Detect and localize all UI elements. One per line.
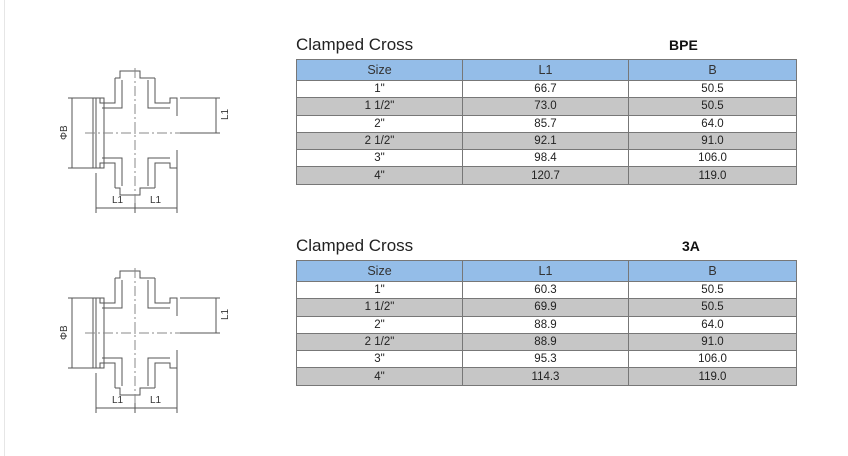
cell-l1: 114.3: [462, 367, 629, 386]
cell-size: 3": [296, 350, 463, 369]
table-row: 4" 120.7 119.0: [296, 166, 797, 185]
table-header-row: Size L1 B: [296, 260, 797, 282]
cell-size: 4": [296, 367, 463, 386]
block-title: Clamped Cross: [296, 35, 414, 54]
block-header: Clamped Cross 3A: [296, 236, 796, 260]
table-row: 3" 98.4 106.0: [296, 149, 797, 168]
dimension-table-bpe: Size L1 B 1" 66.7 50.5 1 1/2" 73.0 50.5 …: [296, 59, 797, 185]
cell-b: 91.0: [628, 332, 797, 352]
table-row: 1" 66.7 50.5: [296, 79, 797, 99]
cell-size: 2": [296, 315, 463, 334]
cell-l1: 88.9: [462, 332, 629, 352]
cross-drawing-3a: L1 L1 L1 ΦB: [60, 268, 240, 418]
cell-b: 64.0: [628, 315, 797, 334]
table-row: 2 1/2" 88.9 91.0: [296, 332, 797, 352]
cell-b: 50.5: [628, 79, 797, 99]
cell-b: 106.0: [628, 350, 797, 369]
cell-l1: 98.4: [462, 149, 629, 168]
cell-size: 1 1/2": [296, 97, 463, 116]
cell-l1: 60.3: [462, 280, 629, 300]
dim-label-l1-bottom-left: L1: [112, 195, 124, 206]
cell-l1: 120.7: [462, 166, 629, 185]
cell-size: 2": [296, 114, 463, 133]
block-title: Clamped Cross: [296, 236, 414, 255]
spec-block-bpe: Clamped Cross BPE Size L1 B 1" 66.7 50.5…: [296, 35, 797, 185]
cell-size: 2 1/2": [296, 131, 463, 151]
dim-label-diameter: ΦB: [60, 125, 70, 140]
table-row: 1 1/2" 73.0 50.5: [296, 97, 797, 116]
cell-l1: 66.7: [462, 79, 629, 99]
cell-size: 1": [296, 79, 463, 99]
standard-label: 3A: [682, 238, 700, 254]
cell-l1: 73.0: [462, 97, 629, 116]
cell-size: 3": [296, 149, 463, 168]
dim-label-l1-bottom-right: L1: [150, 195, 162, 206]
clamped-cross-diagram: L1 L1 L1 ΦB: [60, 68, 231, 213]
cell-b: 64.0: [628, 114, 797, 133]
cell-size: 2 1/2": [296, 332, 463, 352]
cell-size: 1 1/2": [296, 298, 463, 317]
table-row: 2" 88.9 64.0: [296, 315, 797, 334]
cell-size: 4": [296, 166, 463, 185]
cell-b: 50.5: [628, 97, 797, 116]
cell-size: 1": [296, 280, 463, 300]
clamped-cross-diagram: L1 L1 L1 ΦB: [60, 268, 231, 413]
column-header-b: B: [628, 59, 797, 81]
dim-label-l1-bottom-left: L1: [112, 395, 124, 406]
cell-l1: 88.9: [462, 315, 629, 334]
table-header-row: Size L1 B: [296, 59, 797, 81]
cell-b: 91.0: [628, 131, 797, 151]
column-header-l1: L1: [462, 260, 629, 282]
standard-label: BPE: [669, 37, 698, 53]
cell-l1: 69.9: [462, 298, 629, 317]
page-edge-rule: [4, 0, 5, 456]
dim-label-l1-vertical: L1: [220, 108, 231, 120]
table-row: 4" 114.3 119.0: [296, 367, 797, 386]
cell-b: 119.0: [628, 367, 797, 386]
dimension-table-3a: Size L1 B 1" 60.3 50.5 1 1/2" 69.9 50.5 …: [296, 260, 797, 386]
cell-l1: 85.7: [462, 114, 629, 133]
table-row: 2" 85.7 64.0: [296, 114, 797, 133]
dim-label-l1-bottom-right: L1: [150, 395, 162, 406]
spec-block-3a: Clamped Cross 3A Size L1 B 1" 60.3 50.5 …: [296, 236, 797, 386]
cell-b: 50.5: [628, 280, 797, 300]
column-header-l1: L1: [462, 59, 629, 81]
cell-l1: 95.3: [462, 350, 629, 369]
column-header-size: Size: [296, 260, 463, 282]
cross-drawing-bpe: L1 L1 L1 ΦB: [60, 68, 240, 218]
cell-l1: 92.1: [462, 131, 629, 151]
column-header-b: B: [628, 260, 797, 282]
table-row: 3" 95.3 106.0: [296, 350, 797, 369]
column-header-size: Size: [296, 59, 463, 81]
table-row: 2 1/2" 92.1 91.0: [296, 131, 797, 151]
dim-label-l1-vertical: L1: [220, 308, 231, 320]
table-row: 1" 60.3 50.5: [296, 280, 797, 300]
cell-b: 106.0: [628, 149, 797, 168]
block-header: Clamped Cross BPE: [296, 35, 796, 59]
dim-label-diameter: ΦB: [60, 325, 70, 340]
cell-b: 119.0: [628, 166, 797, 185]
cell-b: 50.5: [628, 298, 797, 317]
table-row: 1 1/2" 69.9 50.5: [296, 298, 797, 317]
